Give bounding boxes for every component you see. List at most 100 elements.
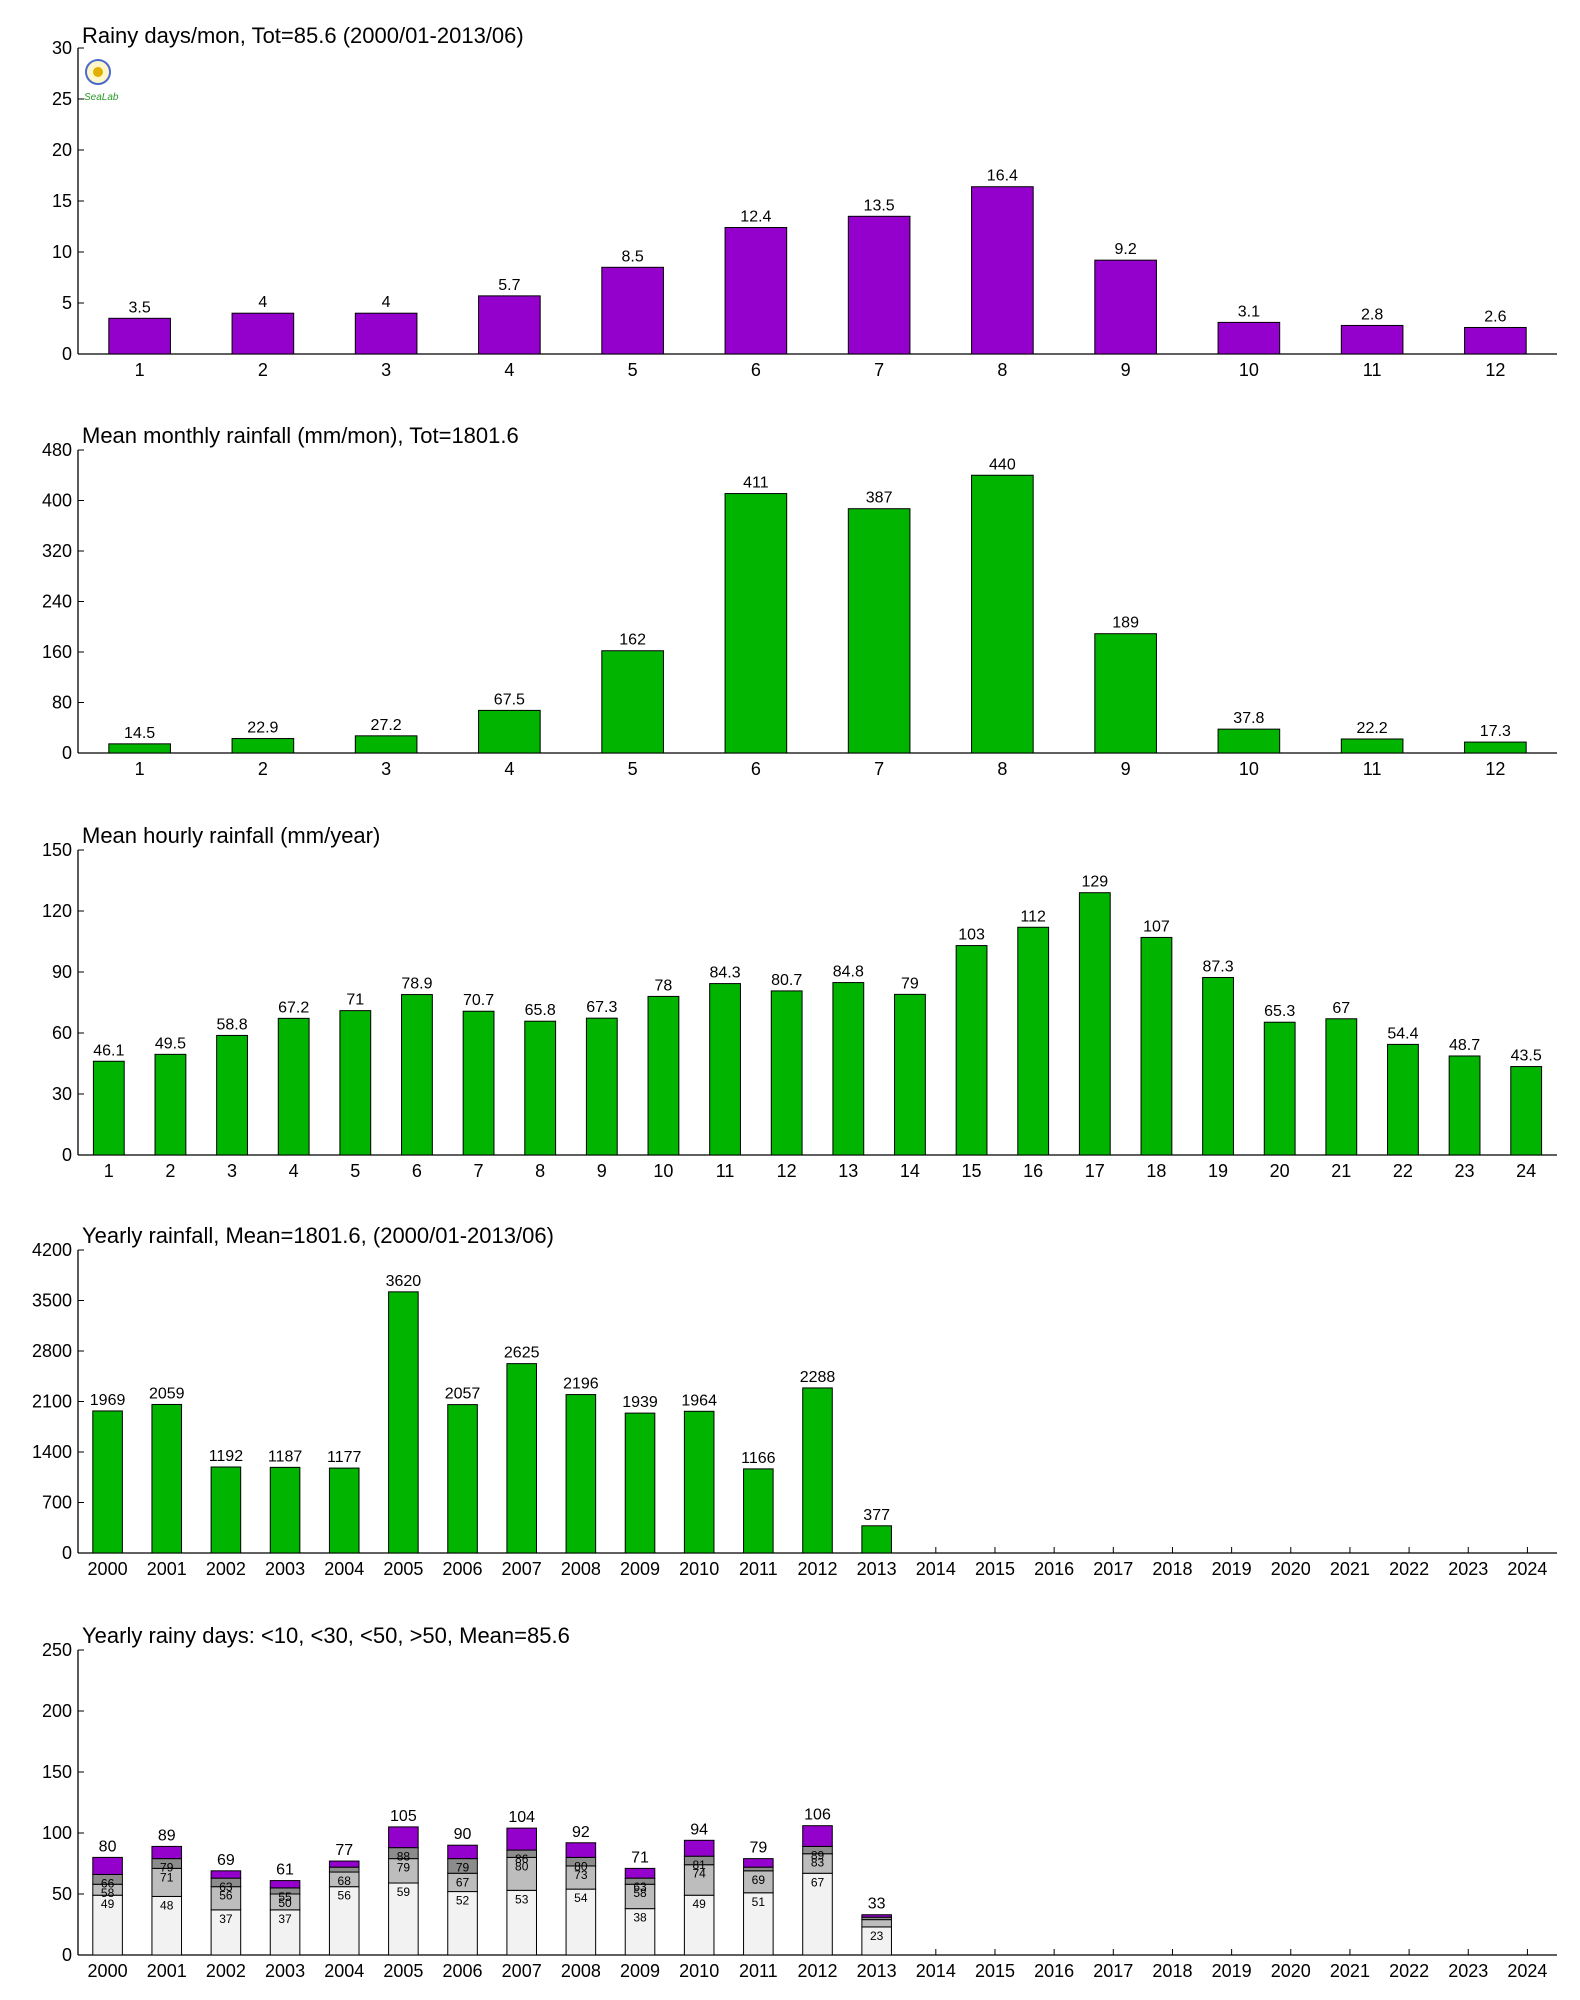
- y-tick-label: 1400: [32, 1442, 72, 1462]
- x-tick-label: 13: [838, 1161, 858, 1181]
- bar: [971, 186, 1034, 355]
- x-tick-label: 1: [104, 1161, 114, 1181]
- x-tick-label: 6: [412, 1161, 422, 1181]
- y-tick-label: 250: [42, 1640, 72, 1660]
- x-tick-label: 2014: [916, 1559, 956, 1579]
- segment-label: 59: [397, 1885, 411, 1899]
- x-tick-label: 2007: [502, 1559, 542, 1579]
- stack-segment: [92, 1856, 123, 1875]
- bar: [1340, 738, 1404, 754]
- data-label: 14.5: [124, 725, 155, 742]
- logo-text: SeaLab: [84, 92, 119, 103]
- x-tick-label: 12: [777, 1161, 797, 1181]
- x-tick-label: 23: [1455, 1161, 1475, 1181]
- stack-segment: [269, 1909, 301, 1956]
- bar: [1340, 324, 1404, 355]
- data-label: 2057: [445, 1386, 481, 1403]
- x-tick-label: 2017: [1093, 1961, 1133, 1981]
- bar: [1448, 1055, 1481, 1156]
- data-label: 103: [958, 927, 985, 944]
- x-tick-label: 24: [1516, 1161, 1536, 1181]
- data-label: 84.3: [709, 965, 740, 982]
- segment-label: 58: [101, 1886, 115, 1900]
- bar: [92, 1410, 123, 1554]
- stack-segment: [151, 1867, 183, 1897]
- stack-segment: [624, 1867, 656, 1879]
- x-tick-label: 2020: [1271, 1961, 1311, 1981]
- data-label: 112: [1020, 908, 1046, 925]
- stack-segment: [861, 1926, 892, 1956]
- segment-label: 56: [219, 1889, 233, 1903]
- x-tick-label: 6: [751, 759, 761, 779]
- x-tick-label: 3: [227, 1161, 237, 1181]
- x-tick-label: 6: [751, 360, 761, 380]
- x-tick-label: 2003: [265, 1559, 305, 1579]
- data-label: 2288: [800, 1369, 836, 1386]
- x-tick-label: 2008: [561, 1961, 601, 1981]
- segment-label: 80: [515, 1859, 529, 1873]
- y-tick-label: 200: [42, 1701, 72, 1721]
- x-tick-label: 2000: [88, 1961, 128, 1981]
- data-label: 65.3: [1264, 1003, 1295, 1020]
- bar: [231, 738, 295, 754]
- x-tick-label: 2005: [383, 1559, 423, 1579]
- bar: [683, 1410, 715, 1554]
- bar: [847, 215, 911, 355]
- segment-label: 86: [515, 1852, 529, 1866]
- data-label: 2.8: [1361, 306, 1383, 323]
- x-tick-label: 20: [1270, 1161, 1290, 1181]
- data-label: 1166: [741, 1450, 776, 1467]
- x-tick-label: 9: [597, 1161, 607, 1181]
- y-tick-label: 30: [52, 38, 72, 58]
- stack-segment: [802, 1825, 833, 1847]
- x-tick-label: 2016: [1034, 1559, 1074, 1579]
- x-tick-label: 10: [653, 1161, 673, 1181]
- x-tick-label: 14: [900, 1161, 920, 1181]
- x-tick-label: 11: [716, 1161, 735, 1181]
- data-label: 65.8: [525, 1002, 556, 1019]
- data-label: 1177: [327, 1449, 362, 1466]
- x-tick-label: 2001: [147, 1961, 187, 1981]
- x-tick-label: 3: [381, 360, 391, 380]
- x-tick-label: 9: [1121, 360, 1131, 380]
- y-tick-label: 150: [42, 1762, 72, 1782]
- stack-segment: [506, 1856, 537, 1891]
- x-tick-label: 21: [1331, 1161, 1351, 1181]
- x-tick-label: 2: [258, 759, 268, 779]
- bar: [724, 493, 788, 754]
- segment-label: 67: [456, 1875, 470, 1889]
- bar: [231, 312, 295, 355]
- stack-segment: [388, 1858, 419, 1884]
- y-tick-label: 100: [42, 1823, 72, 1843]
- data-label: 46.1: [93, 1042, 124, 1059]
- x-tick-label: 2013: [857, 1559, 897, 1579]
- data-label: 27.2: [371, 717, 402, 734]
- x-tick-label: 2024: [1507, 1961, 1547, 1981]
- bar: [1094, 259, 1157, 355]
- segment-label: 38: [633, 1911, 647, 1925]
- stack-segment: [506, 1827, 537, 1851]
- y-tick-label: 0: [62, 743, 72, 763]
- x-tick-label: 22: [1393, 1161, 1413, 1181]
- x-tick-label: 2015: [975, 1961, 1015, 1981]
- bar: [151, 1403, 183, 1554]
- data-label: 71: [346, 992, 364, 1009]
- y-tick-label: 4200: [32, 1240, 72, 1260]
- segment-label: 63: [219, 1880, 233, 1894]
- y-tick-label: 480: [42, 440, 72, 460]
- x-tick-label: 2001: [147, 1559, 187, 1579]
- data-label: 67.2: [278, 999, 309, 1016]
- x-tick-label: 3: [381, 759, 391, 779]
- segment-label: 81: [693, 1858, 707, 1872]
- segment-label: 49: [693, 1897, 707, 1911]
- total-label: 61: [276, 1862, 294, 1879]
- bar: [601, 650, 664, 754]
- total-label: 106: [804, 1807, 831, 1824]
- total-label: 90: [454, 1826, 472, 1843]
- y-tick-label: 0: [62, 1543, 72, 1563]
- data-label: 70.7: [463, 992, 494, 1009]
- x-tick-label: 19: [1208, 1161, 1228, 1181]
- stack-segment: [861, 1914, 892, 1918]
